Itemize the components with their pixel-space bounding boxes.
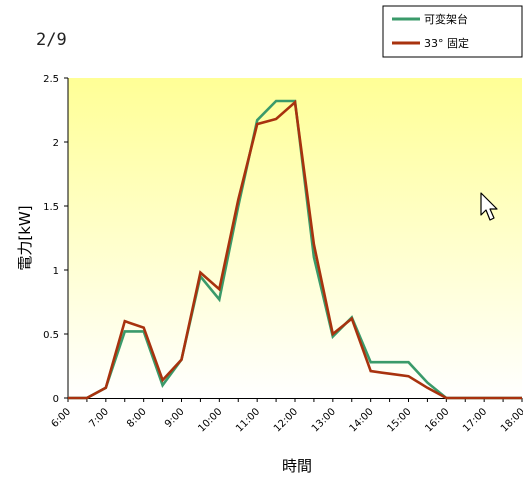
y-tick-label: 0.5 <box>43 330 59 341</box>
x-tick-label: 13:00 <box>310 406 338 434</box>
y-tick-label: 2.5 <box>43 74 59 85</box>
chart-date-label: 2/9 <box>36 30 67 50</box>
x-tick-label: 8:00 <box>125 406 149 430</box>
legend: 可変架台 33° 固定 <box>382 5 523 58</box>
legend-label-variable-mount: 可変架台 <box>424 12 468 26</box>
x-tick-label: 12:00 <box>272 406 300 434</box>
plot-area <box>68 78 522 398</box>
x-tick-label: 17:00 <box>461 406 489 434</box>
series-line-fixed-33 <box>68 99 522 400</box>
x-axis-ticks: 6:00 7:00 8:00 9:00 10:00 11:00 12:00 13:00 14:0… <box>49 398 523 435</box>
x-tick-label: 10:00 <box>196 406 224 434</box>
x-tick-label: 11:00 <box>234 406 262 434</box>
x-tick-label: 18:00 <box>499 406 523 434</box>
y-tick-label: 1 <box>53 266 59 277</box>
x-tick-label: 15:00 <box>385 406 413 434</box>
y-tick-label: 2 <box>53 138 59 149</box>
y-tick-label: 1.5 <box>43 202 59 213</box>
y-tick-label: 0 <box>53 394 59 405</box>
x-tick-label: 9:00 <box>163 406 187 430</box>
x-tick-label: 6:00 <box>49 406 73 430</box>
legend-box <box>382 5 523 58</box>
x-tick-label: 16:00 <box>423 406 451 434</box>
y-axis-title: 電力[kW] <box>16 205 34 270</box>
series-layer <box>68 99 522 400</box>
y-axis-ticks: 0 0.5 1 1.5 2 2.5 <box>43 74 68 405</box>
x-tick-label: 14:00 <box>348 406 376 434</box>
x-tick-label: 7:00 <box>87 406 111 430</box>
x-axis-title: 時間 <box>282 457 312 475</box>
legend-label-fixed-33: 33° 固定 <box>424 36 469 50</box>
mouse-cursor-icon <box>480 192 498 221</box>
